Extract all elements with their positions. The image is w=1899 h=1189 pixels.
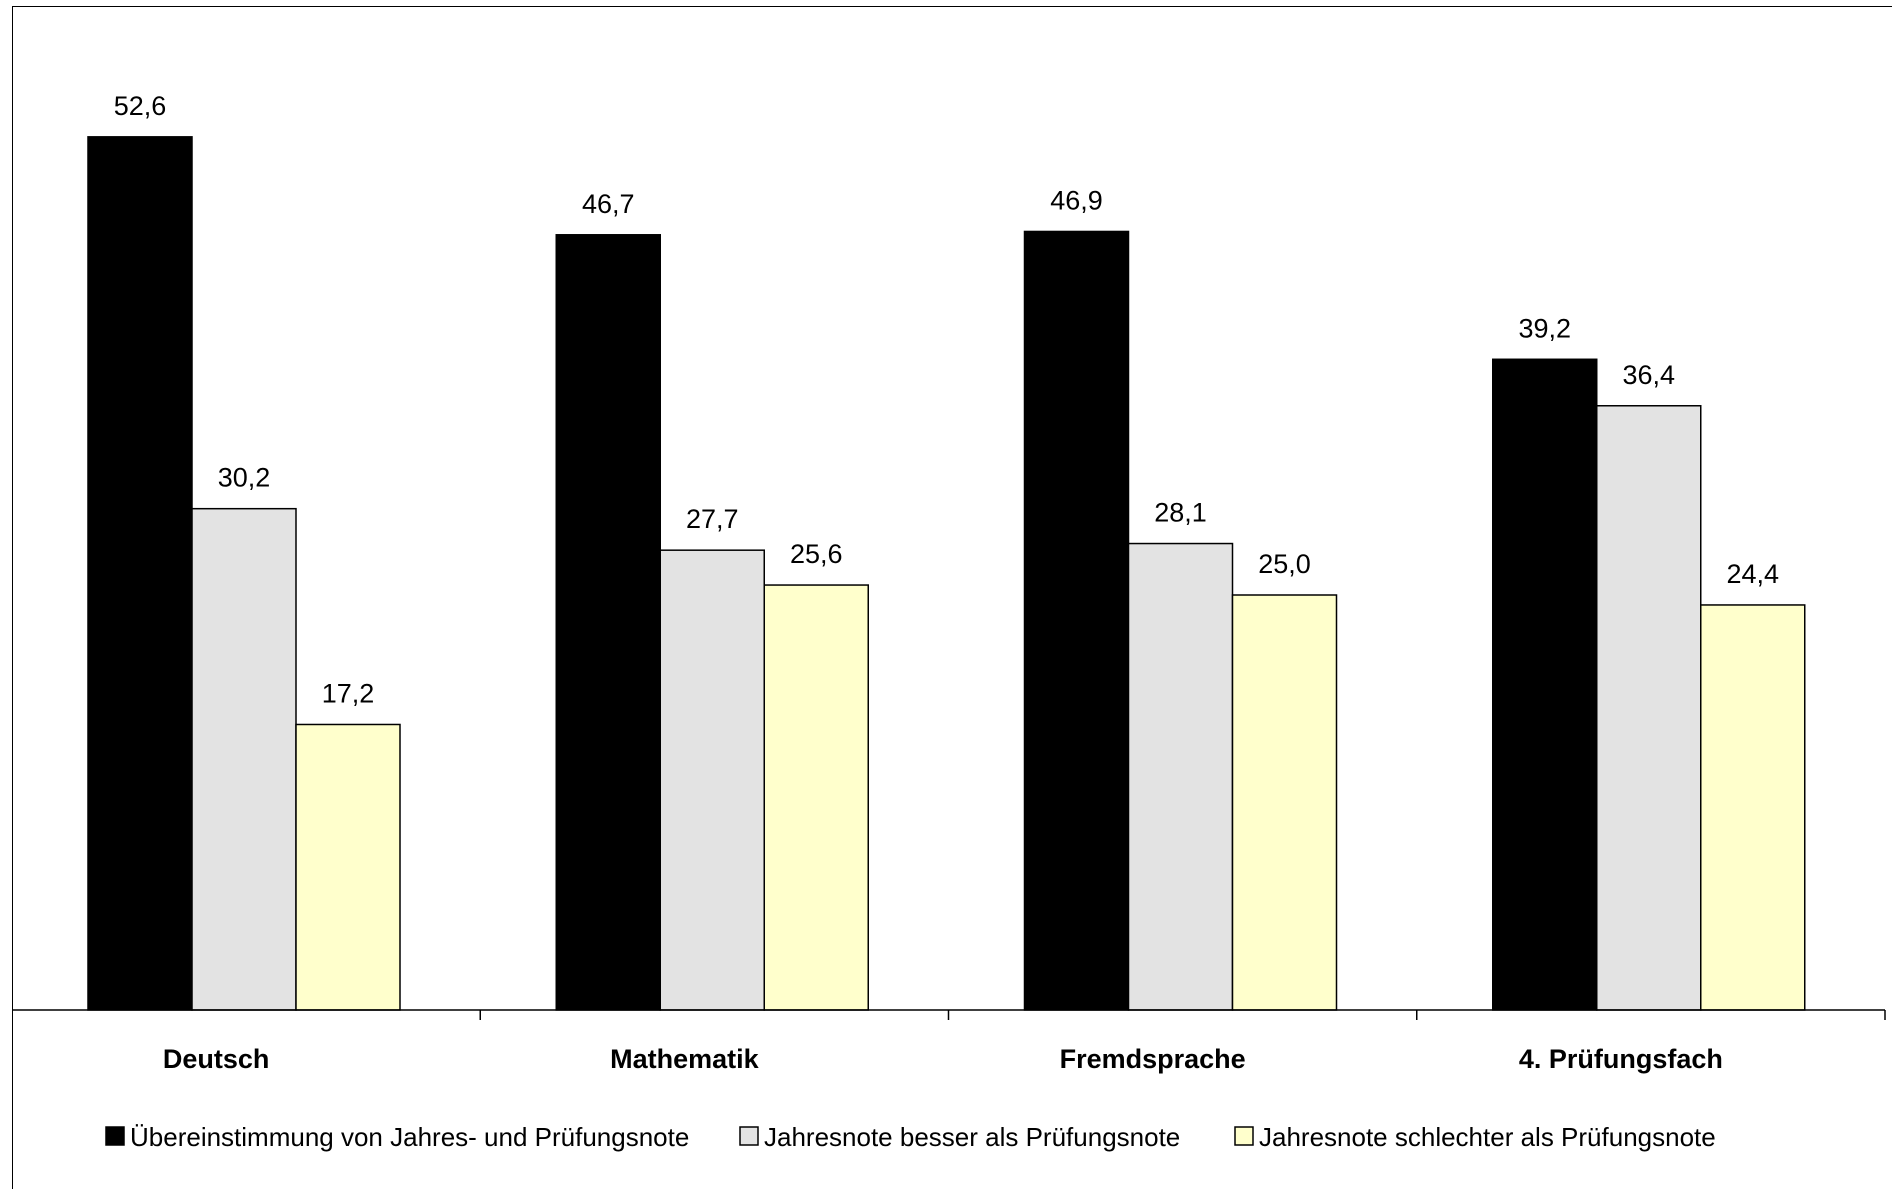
- category-label-mathematik: Mathematik: [610, 1044, 760, 1074]
- data-label-fremdsprache-series-2: 28,1: [1154, 498, 1207, 528]
- data-label-mathematik-series-3: 25,6: [790, 539, 843, 569]
- bar-deutsch-series-3: [295, 723, 401, 1011]
- legend-label-series-3: Jahresnote schlechter als Prüfungsnote: [1259, 1122, 1716, 1152]
- bars-layer: [87, 136, 1806, 1011]
- bar-deutsch-series-1: [87, 136, 193, 1011]
- legend-label-series-1: Übereinstimmung von Jahres- und Prüfungs…: [130, 1122, 689, 1152]
- data-label-fremdsprache-series-3: 25,0: [1258, 549, 1311, 579]
- legend-swatch-series-2: [739, 1126, 759, 1146]
- labels-layer: 52,6 30,2 17,2 Deutsch 46,7 27,7 25,6 Mathemati…: [114, 91, 1779, 1074]
- data-label-deutsch-series-2: 30,2: [218, 463, 271, 493]
- data-label-4-prüfungsfach-series-3: 24,4: [1726, 559, 1779, 589]
- legend-swatch-series-1: [105, 1126, 125, 1146]
- chart-frame: [12, 6, 1892, 1189]
- bar-4-prüfungsfach-series-2: [1596, 405, 1702, 1011]
- category-label-4-prüfungsfach: 4. Prüfungsfach: [1519, 1044, 1723, 1074]
- data-label-deutsch-series-3: 17,2: [322, 678, 375, 708]
- bar-mathematik-series-1: [555, 234, 661, 1011]
- category-label-deutsch: Deutsch: [163, 1044, 270, 1074]
- bar-fremdsprache-series-1: [1023, 230, 1130, 1011]
- legend: Übereinstimmung von Jahres- und Prüfungs…: [105, 1122, 1716, 1152]
- x-axis: [12, 1009, 1886, 1020]
- bar-4-prüfungsfach-series-1: [1492, 358, 1598, 1011]
- legend-label-series-2: Jahresnote besser als Prüfungsnote: [764, 1122, 1180, 1152]
- data-label-mathematik-series-1: 46,7: [582, 189, 635, 219]
- bar-deutsch-series-2: [191, 507, 297, 1011]
- data-label-4-prüfungsfach-series-1: 39,2: [1518, 313, 1571, 343]
- bar-fremdsprache-series-2: [1127, 542, 1234, 1011]
- data-label-deutsch-series-1: 52,6: [114, 91, 167, 121]
- data-label-4-prüfungsfach-series-2: 36,4: [1622, 360, 1675, 390]
- bar-mathematik-series-3: [763, 584, 869, 1011]
- bar-fremdsprache-series-3: [1231, 594, 1338, 1011]
- data-label-mathematik-series-2: 27,7: [686, 504, 739, 534]
- bar-mathematik-series-2: [659, 549, 765, 1011]
- legend-swatch-series-3: [1234, 1126, 1254, 1146]
- category-label-fremdsprache: Fremdsprache: [1060, 1044, 1246, 1074]
- bar-4-prüfungsfach-series-3: [1700, 604, 1806, 1011]
- data-label-fremdsprache-series-1: 46,9: [1050, 185, 1103, 215]
